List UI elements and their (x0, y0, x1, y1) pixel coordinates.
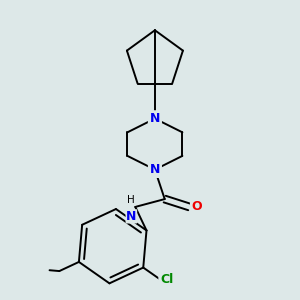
Text: Cl: Cl (160, 274, 173, 286)
Text: O: O (192, 200, 203, 213)
Text: H: H (128, 195, 135, 205)
Text: N: N (150, 112, 160, 125)
Text: N: N (150, 163, 160, 176)
Text: N: N (126, 210, 136, 223)
